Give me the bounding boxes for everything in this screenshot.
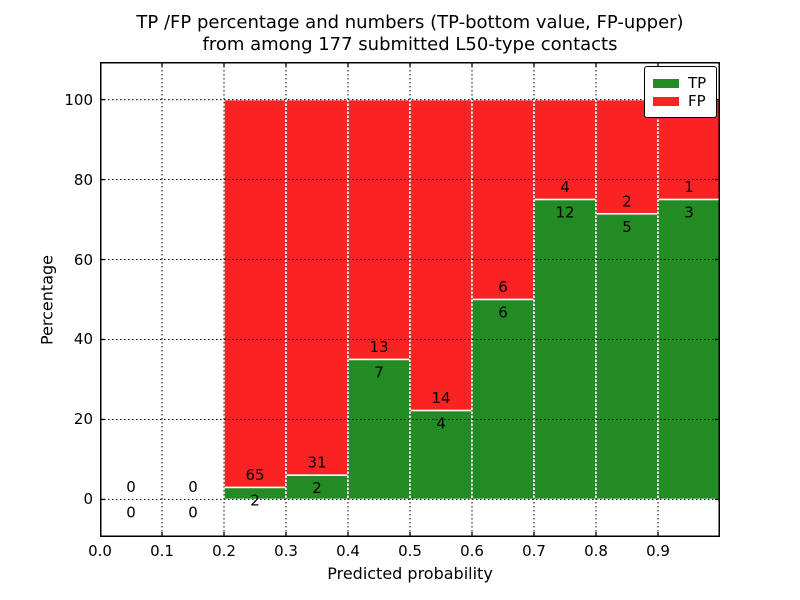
fp-bar-segment xyxy=(285,98,349,476)
fp-legend-label: FP xyxy=(688,92,706,110)
fp-count-annotation: 65 xyxy=(245,466,264,484)
fp-count-annotation: 13 xyxy=(369,338,388,356)
fp-count-annotation: 31 xyxy=(307,454,326,472)
fp-count-annotation: 0 xyxy=(126,478,136,496)
tp-count-annotation: 4 xyxy=(436,415,446,433)
x-tick-label: 0.7 xyxy=(522,542,546,560)
x-tick-label: 0.2 xyxy=(212,542,236,560)
tp-count-annotation: 3 xyxy=(684,204,694,222)
tp-bar-segment xyxy=(347,358,411,501)
x-tick-label: 0.5 xyxy=(398,542,422,560)
tp-bar-segment xyxy=(595,213,659,501)
fp-count-annotation: 2 xyxy=(622,192,632,210)
y-tick-label: 40 xyxy=(73,330,93,349)
plot-frame xyxy=(100,62,720,537)
chart-title-line2: from among 177 submitted L50-type contac… xyxy=(202,34,618,55)
tp-count-annotation: 0 xyxy=(188,503,198,521)
x-tick-label: 0.3 xyxy=(274,542,298,560)
tp-legend-label: TP xyxy=(688,74,707,92)
y-tick-label: 100 xyxy=(64,90,93,109)
fp-bar-segment xyxy=(409,98,473,412)
tp-bar-segment xyxy=(471,298,535,501)
fp-count-annotation: 14 xyxy=(431,389,450,407)
legend-row-tp: TP xyxy=(653,75,708,91)
fp-bar-segment xyxy=(347,98,411,361)
y-tick-label: 60 xyxy=(73,250,93,269)
y-tick-label: 80 xyxy=(73,170,93,189)
fp-count-annotation: 4 xyxy=(560,178,570,196)
tp-bar-segment xyxy=(533,198,597,501)
x-tick-label: 0.0 xyxy=(88,542,112,560)
tp-count-annotation: 12 xyxy=(555,204,574,222)
tp-count-annotation: 5 xyxy=(622,218,632,236)
chart-title: TP /FP percentage and numbers (TP-bottom… xyxy=(100,12,720,56)
x-tick-label: 0.8 xyxy=(584,542,608,560)
fp-count-annotation: 6 xyxy=(498,278,508,296)
fp-bar-segment xyxy=(471,98,535,301)
legend-row-fp: FP xyxy=(653,93,708,109)
tp-bar-segment xyxy=(657,198,720,501)
legend: TP FP xyxy=(644,66,717,118)
fp-bar-segment xyxy=(223,98,287,489)
tp-count-annotation: 0 xyxy=(126,503,136,521)
x-tick-label: 0.1 xyxy=(150,542,174,560)
tp-count-annotation: 2 xyxy=(312,479,322,497)
tp-count-annotation: 2 xyxy=(250,492,260,510)
fp-bar-segment xyxy=(595,98,659,215)
fp-legend-swatch xyxy=(653,96,679,106)
tp-count-annotation: 6 xyxy=(498,304,508,322)
chart-title-line1: TP /FP percentage and numbers (TP-bottom… xyxy=(136,12,684,33)
x-tick-label: 0.9 xyxy=(646,542,670,560)
tp-legend-swatch xyxy=(653,78,679,88)
fp-count-annotation: 0 xyxy=(188,478,198,496)
x-tick-label: 0.6 xyxy=(460,542,484,560)
y-tick-label: 20 xyxy=(73,410,93,429)
x-tick-label: 0.4 xyxy=(336,542,360,560)
fp-count-annotation: 1 xyxy=(684,178,694,196)
plot-area: 0 0 0 0 65 2 31 2 13 7 14 4 6 6 4 12 2 5 1 3 xyxy=(100,62,720,537)
x-axis-label: Predicted probability xyxy=(327,564,493,583)
y-tick-label: 0 xyxy=(83,490,93,509)
tp-count-annotation: 7 xyxy=(374,364,384,382)
